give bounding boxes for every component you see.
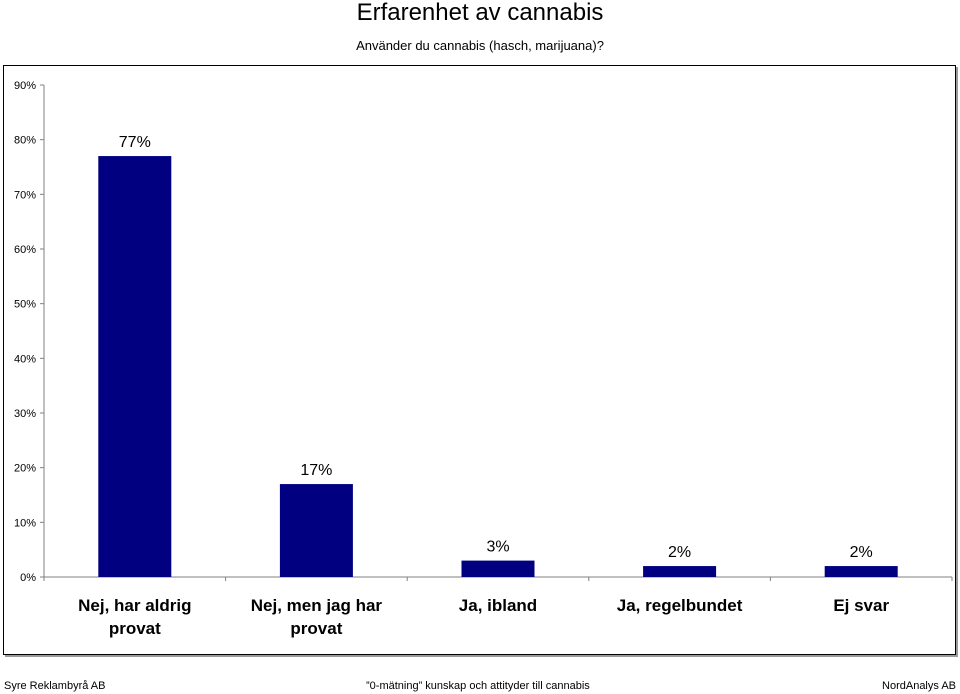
- data-label: 77%: [119, 134, 151, 151]
- y-tick-label: 10%: [14, 517, 36, 529]
- x-category-label: Ja, regelbundet: [617, 596, 743, 615]
- bar: [279, 484, 353, 577]
- bar: [824, 566, 898, 577]
- y-tick-label: 50%: [14, 299, 36, 311]
- y-tick-label: 40%: [14, 353, 36, 365]
- y-tick-label: 90%: [14, 80, 36, 92]
- x-category-label: Ej svar: [833, 596, 889, 615]
- footer-company-left: Syre Reklambyrå AB: [4, 680, 106, 692]
- y-tick-label: 20%: [14, 463, 36, 475]
- bar: [643, 566, 717, 577]
- chart-labels: 77% Nej, har aldrig provat 17% Nej, men jag …: [78, 134, 889, 638]
- chart-subtitle: Använder du cannabis (hasch, marijuana)?: [356, 38, 604, 53]
- data-label: 17%: [300, 462, 332, 479]
- y-tick-label: 60%: [14, 244, 36, 256]
- y-tick-label: 30%: [14, 408, 36, 420]
- x-category-label: Nej, men jag har: [251, 596, 383, 615]
- footer-company-right: NordAnalys AB: [882, 680, 956, 692]
- bar: [98, 156, 172, 578]
- x-category-label: Nej, har aldrig: [78, 596, 191, 615]
- y-tick-label: 70%: [14, 189, 36, 201]
- bar: [461, 560, 535, 577]
- data-label: 2%: [668, 544, 691, 561]
- y-tick-label: 0%: [20, 572, 36, 584]
- chart-bars: [98, 156, 898, 578]
- x-category-label: provat: [290, 619, 342, 638]
- footer-report-title: ”0-mätning” kunskap och attityder till c…: [366, 680, 590, 692]
- y-tick-label: 80%: [14, 135, 36, 147]
- chart-axes: 0% 10% 20% 30% 40% 50% 60% 70% 80% 90%: [14, 80, 953, 584]
- data-label: 3%: [486, 539, 509, 556]
- x-category-label: Ja, ibland: [459, 596, 537, 615]
- x-category-label: provat: [109, 619, 161, 638]
- data-label: 2%: [850, 544, 873, 561]
- chart-title: Erfarenhet av cannabis: [356, 0, 604, 26]
